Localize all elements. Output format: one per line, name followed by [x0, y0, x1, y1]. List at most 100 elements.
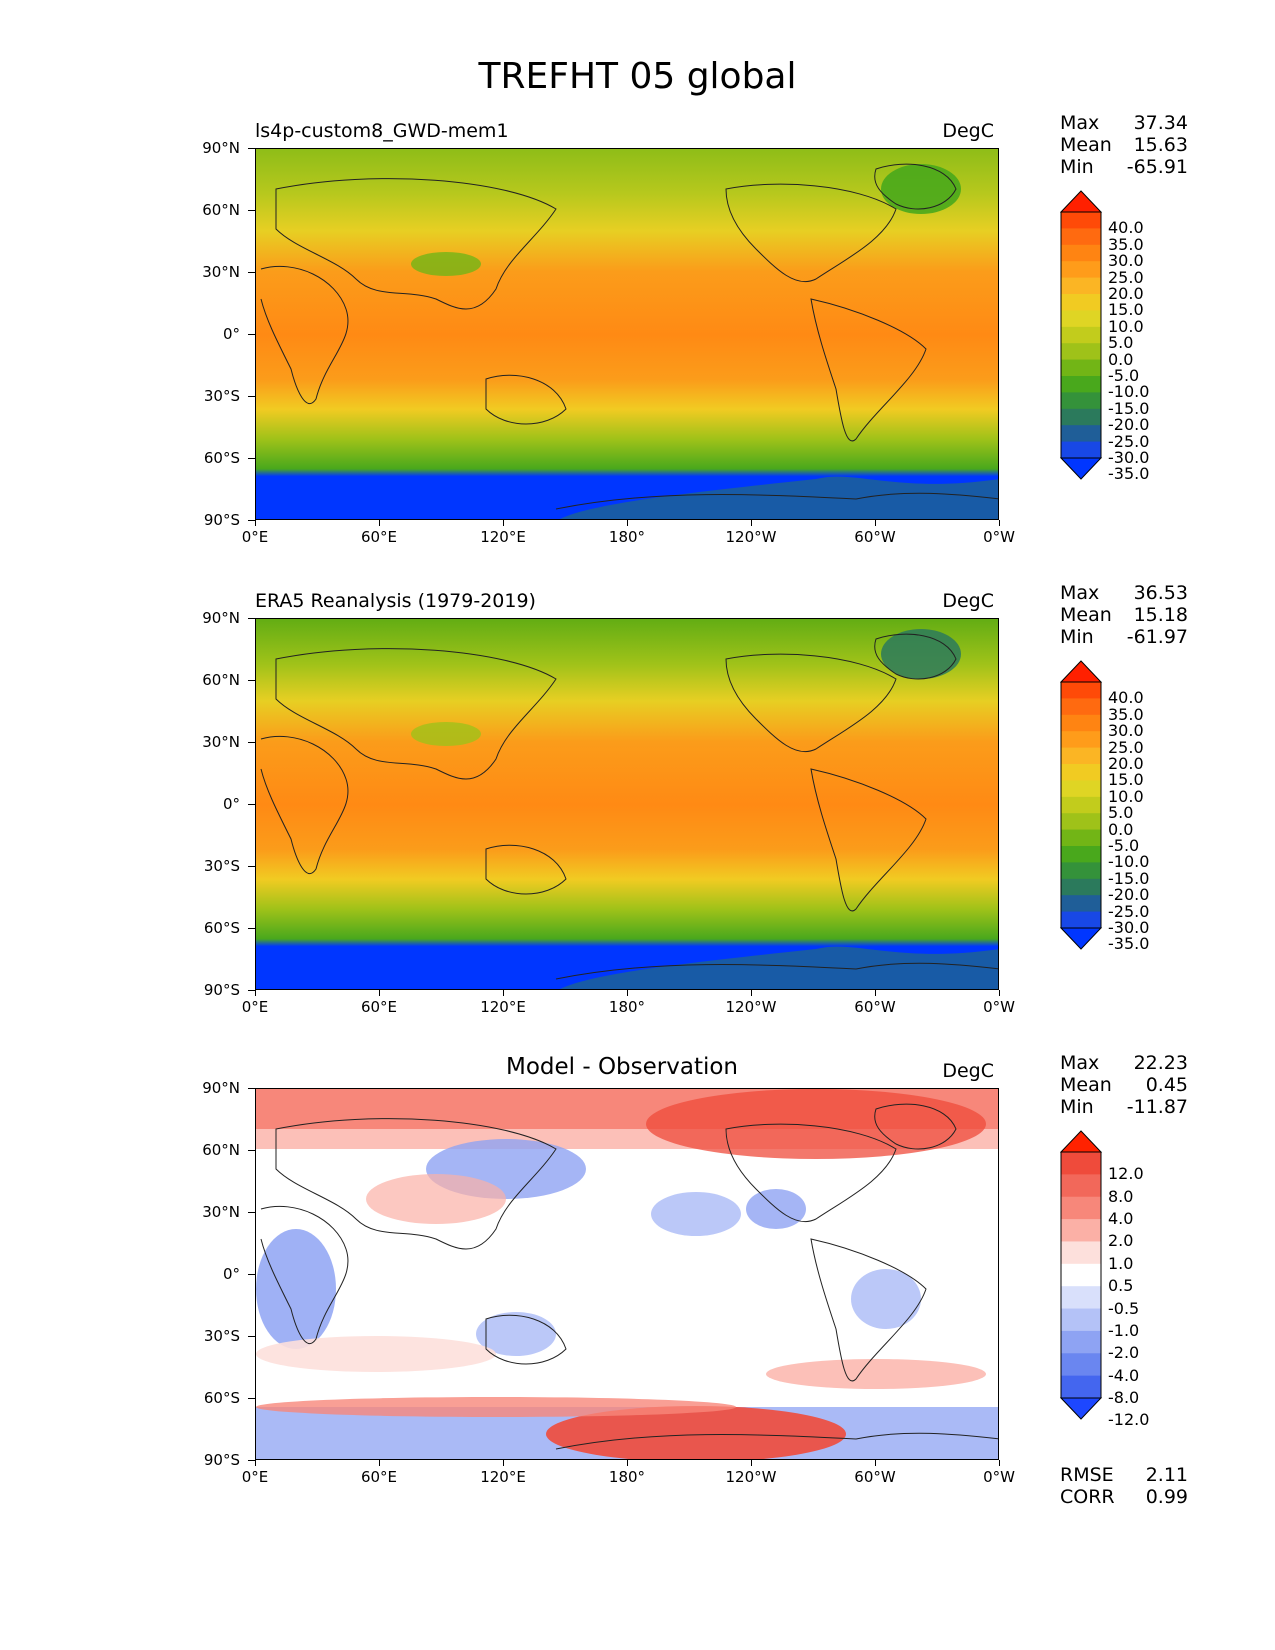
colorbar-segment: [1061, 392, 1101, 410]
colorbar-segment: [1061, 698, 1101, 716]
y-tick-mark: [248, 990, 255, 991]
colorbar-segment: [1061, 1263, 1101, 1287]
colorbar-tick-label: 5.0: [1108, 333, 1134, 353]
x-tick-label: 180°: [608, 998, 646, 1016]
y-tick-mark: [248, 804, 255, 805]
x-tick-mark: [875, 1460, 876, 1466]
stat-max: 37.34: [1133, 112, 1188, 134]
x-tick-mark: [875, 520, 876, 526]
stat-mean: 15.18: [1133, 604, 1188, 626]
x-tick-mark: [379, 990, 380, 996]
colorbar-segment: [1061, 1174, 1101, 1198]
y-tick-label: 90°N: [202, 609, 240, 627]
y-tick-label: 60°N: [202, 1141, 240, 1159]
x-tick-mark: [999, 520, 1000, 526]
colorbar-tick-label: -10.0: [1108, 382, 1150, 402]
colorbar-segment: [1061, 796, 1101, 814]
colorbar: [1060, 660, 1102, 950]
colorbar-segment: [1061, 682, 1101, 699]
y-tick-mark: [248, 1212, 255, 1213]
panel-stats: Max 36.53 Mean 15.18 Min -61.97: [1060, 582, 1188, 648]
colorbar: [1060, 1130, 1102, 1420]
colorbar-tick-label: 30.0: [1108, 251, 1144, 271]
colorbar-tick-label: 0.0: [1108, 349, 1134, 369]
x-tick-mark: [875, 990, 876, 996]
colorbar-tick-label: -1.0: [1108, 1320, 1140, 1340]
x-tick-label: 120°E: [480, 1468, 526, 1486]
y-tick-mark: [248, 680, 255, 681]
colorbar-tick-label: -4.0: [1108, 1365, 1140, 1385]
y-tick-mark: [248, 618, 255, 619]
corr-value: 0.99: [1145, 1486, 1188, 1508]
colorbar-extend-max: [1060, 190, 1102, 213]
y-tick-label: 30°N: [202, 1203, 240, 1221]
colorbar-tick-label: 0.5: [1108, 1276, 1134, 1296]
x-tick-label: 120°E: [480, 998, 526, 1016]
colorbar-tick-label: 25.0: [1108, 267, 1144, 287]
colorbar-tick-label: 8.0: [1108, 1186, 1134, 1206]
y-tick-label: 0°: [222, 795, 240, 813]
panel-title: ls4p-custom8_GWD-mem1: [255, 120, 509, 142]
colorbar-segment: [1061, 747, 1101, 765]
panel-units: DegC: [942, 590, 994, 612]
colorbar-tick-label: -35.0: [1108, 934, 1150, 954]
stat-min: -61.97: [1126, 626, 1188, 648]
colorbar-tick-label: 15.0: [1108, 770, 1144, 790]
x-tick-label: 60°W: [854, 998, 896, 1016]
y-tick-label: 0°: [222, 1265, 240, 1283]
y-tick-label: 60°S: [203, 919, 240, 937]
x-tick-label: 60°W: [854, 528, 896, 546]
colorbar-tick-label: 35.0: [1108, 704, 1144, 724]
colorbar-segment: [1061, 343, 1101, 361]
panel-stats: Max 37.34 Mean 15.63 Min -65.91: [1060, 112, 1188, 178]
panel-units: DegC: [942, 120, 994, 142]
panel-model: ls4p-custom8_GWD-mem1 DegC: [0, 112, 1275, 580]
stat-max: 22.23: [1133, 1052, 1188, 1074]
colorbar-tick-label: 1.0: [1108, 1253, 1134, 1273]
map-field-difference: [256, 1089, 998, 1459]
x-tick-label: 0°W: [983, 528, 1015, 546]
stat-min: -11.87: [1126, 1096, 1188, 1118]
y-tick-mark: [248, 210, 255, 211]
y-tick-label: 90°N: [202, 139, 240, 157]
x-tick-label: 120°W: [725, 528, 777, 546]
colorbar-tick-label: 25.0: [1108, 737, 1144, 757]
x-tick-mark: [627, 990, 628, 996]
colorbar-segment: [1061, 862, 1101, 880]
y-tick-mark: [248, 1336, 255, 1337]
stat-mean-label: Mean: [1060, 1074, 1112, 1096]
colorbar-tick-label: 40.0: [1108, 688, 1144, 708]
colorbar-segment: [1061, 1241, 1101, 1265]
colorbar-segment: [1061, 277, 1101, 295]
colorbar-segment: [1061, 441, 1101, 459]
colorbar-tick-label: 5.0: [1108, 803, 1134, 823]
colorbar-tick-label: -15.0: [1108, 398, 1150, 418]
stat-mean: 15.63: [1133, 134, 1188, 156]
figure-title: TREFHT 05 global: [478, 56, 797, 97]
x-tick-mark: [379, 1460, 380, 1466]
colorbar-tick-label: 12.0: [1108, 1164, 1144, 1184]
x-tick-label: 120°W: [725, 1468, 777, 1486]
panel-units: DegC: [942, 1060, 994, 1082]
colorbar-extend-min: [1060, 927, 1102, 950]
y-tick-mark: [248, 1150, 255, 1151]
stat-min-label: Min: [1060, 626, 1094, 648]
colorbar-segment: [1061, 244, 1101, 262]
colorbar-tick-label: 30.0: [1108, 721, 1144, 741]
y-tick-label: 30°N: [202, 263, 240, 281]
y-tick-mark: [248, 1398, 255, 1399]
colorbar-tick-label: 35.0: [1108, 234, 1144, 254]
colorbar-segment: [1061, 1219, 1101, 1242]
colorbar-extend-min: [1060, 1397, 1102, 1420]
x-tick-mark: [751, 520, 752, 526]
colorbar-tick-label: -8.0: [1108, 1388, 1140, 1407]
colorbar-tick-label: -20.0: [1108, 415, 1150, 435]
y-tick-mark: [248, 272, 255, 273]
y-tick-label: 30°S: [203, 857, 240, 875]
colorbar-segment: [1061, 408, 1101, 426]
colorbar-segment: [1061, 326, 1101, 344]
colorbar-segment: [1061, 294, 1101, 311]
panel-difference: Model - Observation DegC: [0, 1052, 1275, 1520]
colorbar-tick-label: -25.0: [1108, 901, 1150, 921]
colorbar-frame: [1060, 211, 1102, 459]
